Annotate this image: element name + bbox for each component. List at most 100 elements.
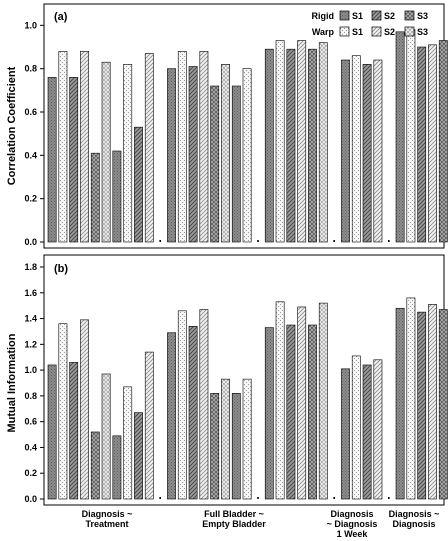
bar-p1-g0-b8 bbox=[134, 412, 143, 500]
group-separator bbox=[159, 240, 161, 242]
y-tick-label: 0.4 bbox=[24, 150, 37, 160]
y-tick-label: 0.8 bbox=[24, 391, 37, 401]
panel-a-y-ticks: 0.0 0.2 0.4 0.6 0.8 1.0 bbox=[24, 20, 44, 247]
panel-b: (b) Mutual Information 0.0 0.2 0.4 0.6 0.8 1.… bbox=[6, 254, 448, 539]
bar-p0-g4-b1 bbox=[406, 29, 416, 243]
legend-label-warp-s1: S1 bbox=[352, 27, 363, 37]
bar-p1-g4-b1 bbox=[406, 297, 416, 500]
legend: Rigid Warp S1 S2 S3 S1 S2 S3 bbox=[312, 10, 428, 37]
bar-p0-g4-b3 bbox=[428, 44, 437, 243]
group-separator bbox=[257, 497, 259, 499]
panel-b-y-ticks: 0.0 0.2 0.4 0.6 0.8 1.0 1.2 1.4 1.6 1.8 bbox=[24, 262, 44, 504]
category-label-2: Diagnosis ~ Diagnosis 1 Week bbox=[327, 509, 378, 539]
y-tick-label: 1.0 bbox=[24, 20, 37, 30]
bar-p1-g0-b2 bbox=[69, 362, 79, 500]
bar-p1-g3-b3 bbox=[373, 359, 383, 500]
panel-b-categories: Diagnosis ~ Treatment Full Bladder ~ Empty … bbox=[82, 509, 440, 539]
bar-p0-g2-b5 bbox=[318, 42, 328, 243]
bar-p1-g2-b3 bbox=[297, 306, 307, 500]
bar-p1-g0-b7 bbox=[123, 386, 133, 500]
bar-p0-g4-b0 bbox=[395, 31, 405, 243]
bar-p1-g1-b3 bbox=[199, 309, 209, 500]
bar-p0-g0-b6 bbox=[112, 150, 122, 243]
bar-p0-g0-b1 bbox=[58, 51, 68, 243]
bar-p0-g0-b0 bbox=[47, 77, 57, 243]
bar-p1-g4-b4 bbox=[438, 309, 448, 500]
bar-p1-g2-b0 bbox=[264, 327, 274, 500]
y-tick-label: 0.8 bbox=[24, 64, 37, 74]
bar-p0-g0-b3 bbox=[80, 51, 89, 243]
group-separator bbox=[388, 497, 390, 499]
bar-p1-g1-b6 bbox=[231, 393, 241, 500]
bar-p0-g3-b0 bbox=[341, 59, 350, 243]
y-tick-label: 1.6 bbox=[24, 288, 37, 298]
y-tick-label: 1.0 bbox=[24, 365, 37, 375]
bar-p1-g0-b1 bbox=[58, 323, 68, 500]
y-tick-label: 0.2 bbox=[24, 468, 37, 478]
bar-p0-g2-b1 bbox=[275, 40, 285, 243]
y-tick-label: 0.4 bbox=[24, 442, 37, 452]
bar-p0-g0-b8 bbox=[134, 126, 143, 243]
bar-p0-g1-b0 bbox=[167, 68, 176, 243]
legend-label-rigid-s3: S3 bbox=[417, 11, 428, 21]
bar-p0-g0-b4 bbox=[90, 152, 100, 243]
legend-label-warp-s2: S2 bbox=[384, 27, 395, 37]
legend-swatch-warp-s2 bbox=[371, 26, 382, 37]
legend-group-rigid: Rigid bbox=[312, 11, 335, 21]
y-tick-label: 1.8 bbox=[24, 262, 37, 272]
legend-label-warp-s3: S3 bbox=[417, 27, 428, 37]
bar-p1-g2-b1 bbox=[275, 301, 285, 500]
legend-group-warp: Warp bbox=[312, 27, 335, 37]
bar-p0-g1-b5 bbox=[221, 64, 230, 243]
panel-b-ylabel: Mutual Information bbox=[6, 333, 18, 432]
bar-p0-g1-b4 bbox=[210, 85, 220, 243]
bar-p1-g4-b3 bbox=[428, 304, 437, 500]
bar-p1-g0-b5 bbox=[101, 373, 111, 500]
bar-p1-g4-b2 bbox=[417, 311, 427, 500]
bar-p0-g3-b1 bbox=[351, 55, 361, 243]
bar-p0-g2-b3 bbox=[297, 40, 307, 243]
group-separator bbox=[333, 240, 335, 242]
y-tick-label: 0.6 bbox=[24, 417, 37, 427]
legend-swatch-warp-s1 bbox=[339, 26, 350, 37]
bar-p1-g1-b4 bbox=[210, 393, 220, 500]
bar-p1-g3-b1 bbox=[351, 355, 361, 500]
bar-p1-g2-b4 bbox=[308, 324, 317, 500]
bar-p1-g0-b3 bbox=[80, 319, 89, 500]
category-label-1: Full Bladder ~ Empty Bladder bbox=[202, 509, 266, 529]
bar-p0-g3-b2 bbox=[362, 64, 372, 243]
group-separator bbox=[333, 497, 335, 499]
group-separator bbox=[159, 497, 161, 499]
bar-p1-g0-b6 bbox=[112, 435, 122, 500]
bar-p0-g1-b1 bbox=[177, 51, 187, 243]
bar-p0-g4-b4 bbox=[438, 40, 448, 243]
bar-p1-g0-b9 bbox=[144, 351, 154, 500]
bar-p0-g1-b2 bbox=[188, 66, 198, 243]
legend-label-rigid-s2: S2 bbox=[384, 11, 395, 21]
bar-p0-g2-b4 bbox=[308, 48, 317, 243]
y-tick-label: 0.0 bbox=[24, 237, 37, 247]
panel-a: (a) Correlation Coefficient 0.0 0.2 0.4 0.6… bbox=[6, 3, 448, 249]
legend-label-rigid-s1: S1 bbox=[352, 11, 363, 21]
bar-p0-g1-b7 bbox=[242, 68, 252, 243]
y-tick-label: 0.6 bbox=[24, 107, 37, 117]
bar-p1-g0-b4 bbox=[90, 431, 100, 500]
legend-swatch-rigid-s1 bbox=[339, 10, 350, 21]
bar-p0-g0-b5 bbox=[101, 61, 111, 243]
legend-swatch-rigid-s2 bbox=[371, 10, 382, 21]
bar-p1-g1-b7 bbox=[242, 378, 252, 500]
y-tick-label: 1.4 bbox=[24, 314, 37, 324]
bar-p1-g4-b0 bbox=[395, 307, 405, 500]
panel-a-bars bbox=[47, 29, 448, 243]
bar-p0-g2-b2 bbox=[286, 48, 296, 243]
bar-p0-g1-b6 bbox=[231, 85, 241, 243]
y-tick-label: 1.2 bbox=[24, 339, 37, 349]
legend-swatch-warp-s3 bbox=[404, 26, 415, 37]
bar-p0-g1-b3 bbox=[199, 51, 209, 243]
bar-p0-g0-b9 bbox=[144, 53, 154, 243]
bar-p0-g0-b2 bbox=[69, 77, 79, 243]
y-tick-label: 0.2 bbox=[24, 194, 37, 204]
category-label-3: Diagnosis ~ Diagnosis bbox=[389, 509, 440, 529]
legend-swatch-rigid-s3 bbox=[404, 10, 415, 21]
bar-p1-g3-b2 bbox=[362, 364, 372, 500]
